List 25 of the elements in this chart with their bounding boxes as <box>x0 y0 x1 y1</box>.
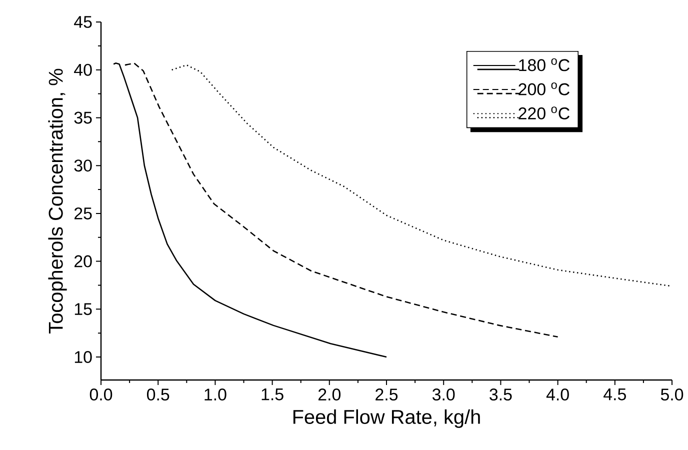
legend-label: 220 $^{o}$C <box>518 106 570 120</box>
y-tick-label: 20 <box>74 255 92 268</box>
y-tick-label: 15 <box>74 303 92 316</box>
x-tick-label: 4.0 <box>546 388 569 401</box>
x-tick-label: 4.5 <box>604 388 626 400</box>
x-axis-title: Feed Flow Rate, kg/h <box>293 409 480 428</box>
x-tick-label: 1.5 <box>262 388 284 400</box>
y-tick-label: 40 <box>74 64 92 76</box>
x-tick-label: 2.0 <box>318 388 341 401</box>
y-tick-label: 35 <box>74 112 92 124</box>
y-axis-title: Tocopherols Concentration, % <box>48 68 67 334</box>
y-tick-label: 10 <box>74 351 92 364</box>
legend-label: 200 $^{o}$C <box>518 82 570 96</box>
x-tick-label: 0.0 <box>90 388 112 401</box>
x-tick-label: 0.5 <box>146 388 170 401</box>
y-tick-label: 25 <box>74 207 92 220</box>
y-tick-label: 30 <box>74 160 92 172</box>
x-tick-label: 3.5 <box>490 388 512 401</box>
y-tick-label: 45 <box>74 16 92 28</box>
x-tick-label: 2.5 <box>376 388 398 401</box>
line-series <box>112 62 388 358</box>
x-tick-label: 1.0 <box>204 388 226 401</box>
legend-label: 180 $^{o}$C <box>519 58 570 72</box>
x-tick-label: 3.0 <box>432 388 455 401</box>
x-tick-label: 5.0 <box>660 388 684 401</box>
